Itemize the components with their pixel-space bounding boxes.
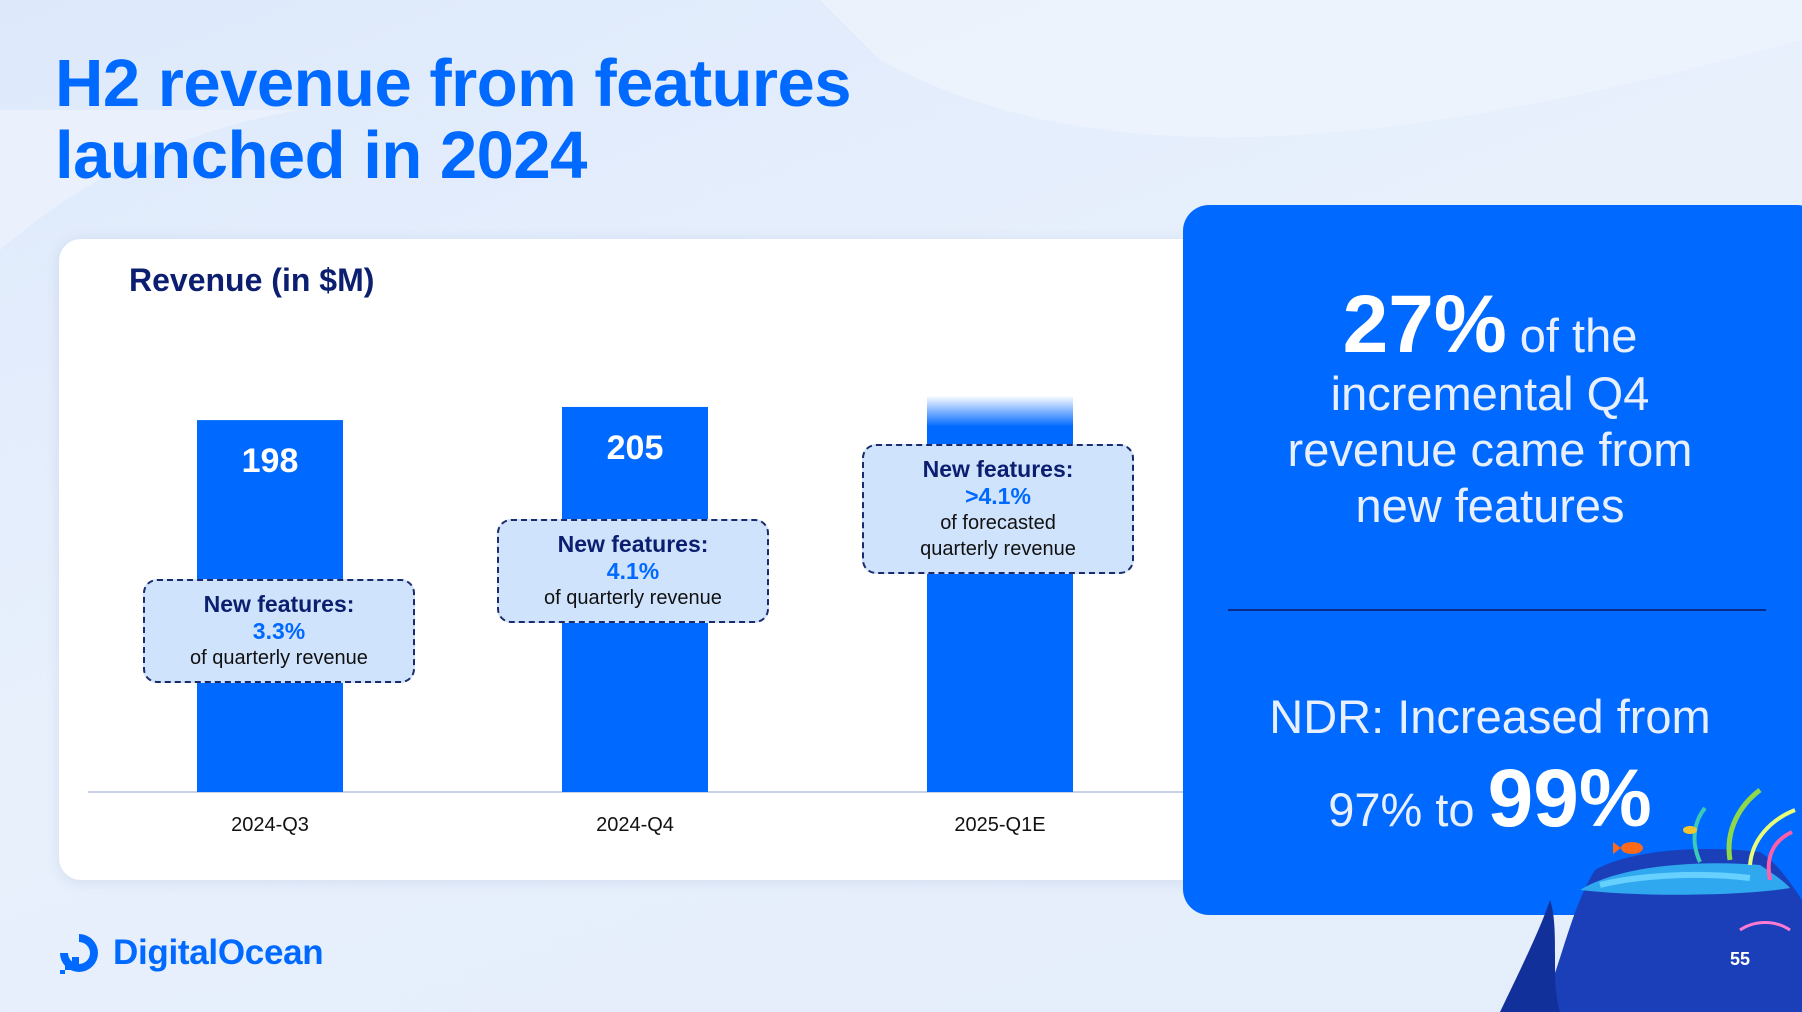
stat-27-percent: 27% [1342,279,1507,370]
ndr-stat: NDR: Increased from 97% to 99% [1240,676,1740,851]
callout-subtext: quarterly revenue [920,538,1076,560]
callout-2025-Q1E: New features: >4.1% of forecasted quarterly… [862,444,1134,574]
title-line-1: H2 revenue from features [55,46,852,121]
callout-subtext: of forecasted [940,512,1056,534]
page-number: 55 [1730,949,1751,969]
callout-subtext: of quarterly revenue [190,647,368,669]
value-label-2024-Q3: 198 [242,442,299,480]
callout-percent: >4.1% [965,483,1031,509]
panel-divider [1228,609,1766,611]
ndr-99-percent: 99% [1487,753,1652,844]
coral-reef-illustration [1500,788,1802,1012]
callout-heading: New features: [922,456,1074,482]
ndr-text-b: 97% to [1328,783,1475,836]
callout-percent: 3.3% [252,618,306,644]
callout-2024-Q4: New features: 4.1% of quarterly revenue [497,519,769,623]
callout-heading: New features: [203,591,355,617]
tick-label-2024-Q4: 2024-Q4 [596,814,674,836]
incremental-revenue-stat: 27% of the incremental Q4 revenue came f… [1245,284,1735,534]
stat1-text-b: incremental Q4 revenue came from new fea… [1287,367,1693,532]
digitalocean-logo: DigitalOcean [55,930,324,976]
digitalocean-logo-icon [60,934,98,974]
tick-label-2025-Q1E: 2025-Q1E [954,814,1045,836]
value-label-2024-Q4: 205 [607,429,664,467]
ndr-text-a: NDR: Increased from [1269,690,1711,743]
tick-label-2024-Q3: 2024-Q3 [231,814,309,836]
chart-title: Revenue (in $M) [129,262,375,298]
callout-heading: New features: [557,531,709,557]
callout-2024-Q3: New features: 3.3% of quarterly revenue [143,579,415,683]
callout-percent: 4.1% [606,558,660,584]
brand-name: DigitalOcean [113,933,324,972]
slide-title: H2 revenue from features launched in 202… [55,48,1035,192]
stat1-text-a: of the [1519,309,1638,362]
highlight-panel [1183,205,1802,915]
bar-fade-2025-Q1E [927,395,1073,427]
title-line-2: launched in 2024 [55,118,587,193]
callout-subtext: of quarterly revenue [544,587,722,609]
